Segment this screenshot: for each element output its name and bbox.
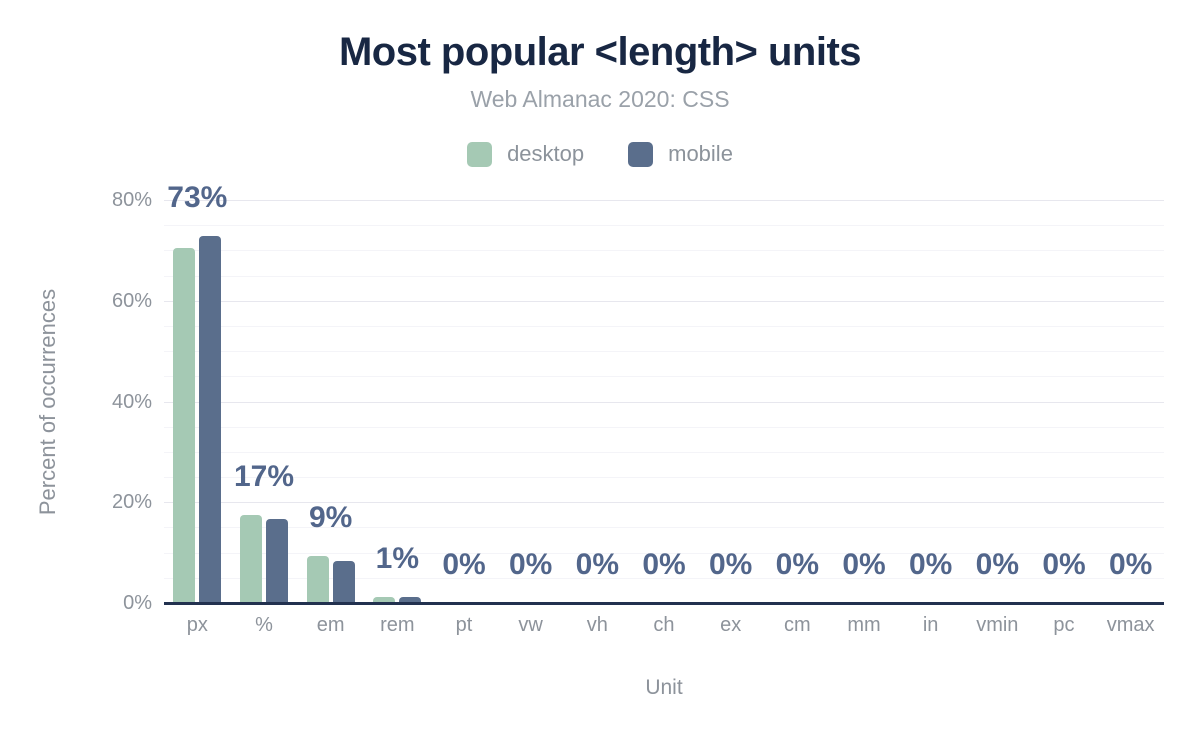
legend-label-desktop: desktop xyxy=(507,141,585,166)
bar-mobile-px xyxy=(199,236,222,603)
x-axis-tick-label-vmax: vmax xyxy=(1106,614,1155,636)
x-axis-tick-label-pc: pc xyxy=(1053,614,1075,636)
gridline-major xyxy=(164,300,1164,302)
bar-desktop-em xyxy=(306,556,329,603)
bar-value-label-pt: 0% xyxy=(442,548,486,581)
gridline-minor xyxy=(164,477,1164,479)
gridline-minor xyxy=(164,376,1164,378)
legend-item-desktop: desktop xyxy=(467,141,584,167)
x-axis-line xyxy=(164,602,1164,605)
y-axis-tick-label: 20% xyxy=(111,491,152,514)
y-axis-title: Percent of occurrences xyxy=(35,288,60,516)
legend-item-mobile: mobile xyxy=(628,141,733,167)
gridline-minor xyxy=(164,451,1164,453)
gridline-minor xyxy=(164,250,1164,252)
gridline-minor xyxy=(164,351,1164,353)
x-axis-tick-label-ch: ch xyxy=(653,614,675,636)
bar-value-label-vmax: 0% xyxy=(1108,548,1153,581)
bar-mobile-em xyxy=(332,561,355,603)
y-axis-tick-label: 40% xyxy=(111,390,152,413)
x-axis-tick-label-pt: pt xyxy=(455,614,473,636)
bar-value-label-mm: 0% xyxy=(842,548,886,581)
y-axis-tick-label: 0% xyxy=(123,592,152,614)
gridline-minor xyxy=(164,577,1164,579)
gridline-major xyxy=(164,200,1164,201)
x-axis-title: Unit xyxy=(645,676,683,699)
bar-value-label-%: 17% xyxy=(233,460,295,493)
gridline-minor xyxy=(164,527,1164,529)
x-axis-tick-label-mm: mm xyxy=(847,614,881,636)
legend-label-mobile: mobile xyxy=(668,141,733,166)
bar-value-label-vw: 0% xyxy=(508,548,553,581)
legend: desktop mobile xyxy=(0,141,1200,167)
bar-value-label-pc: 0% xyxy=(1042,548,1086,581)
bar-mobile-% xyxy=(266,519,288,603)
x-axis-tick-label-px: px xyxy=(186,614,208,636)
bar-mobile-rem xyxy=(399,597,422,603)
gridline-major xyxy=(164,502,1164,504)
bar-desktop-% xyxy=(240,515,262,603)
chart-subtitle: Web Almanac 2020: CSS xyxy=(470,86,730,112)
x-axis-tick-label-cm: cm xyxy=(783,614,811,636)
y-axis-tick-label: 80% xyxy=(111,189,152,211)
bar-value-label-px: 73% xyxy=(167,181,228,214)
gridline-minor xyxy=(164,552,1164,554)
gridline-minor xyxy=(164,426,1164,428)
bar-value-label-ch: 0% xyxy=(642,548,686,581)
x-axis-tick-label-vw: vw xyxy=(518,614,543,636)
gridline-minor xyxy=(164,325,1164,327)
x-axis-tick-label-ex: ex xyxy=(720,614,742,636)
x-axis-tick-label-vmin: vmin xyxy=(976,614,1019,636)
x-axis-tick-label-vh: vh xyxy=(586,614,608,636)
gridline-major xyxy=(164,401,1164,403)
bar-value-label-vh: 0% xyxy=(575,548,619,581)
bar-value-label-cm: 0% xyxy=(775,548,819,581)
bar-value-label-ex: 0% xyxy=(708,548,753,581)
x-axis-tick-label-in: in xyxy=(922,614,939,636)
y-axis-tick-label: 60% xyxy=(111,289,152,312)
bar-value-label-vmin: 0% xyxy=(975,548,1019,581)
legend-swatch-mobile xyxy=(628,141,654,167)
legend-swatch-desktop xyxy=(467,141,493,167)
bar-value-label-em: 9% xyxy=(308,501,353,534)
x-axis-tick-label-rem: rem xyxy=(380,614,415,636)
bar-desktop-rem xyxy=(373,597,396,603)
bar-desktop-px xyxy=(173,248,196,603)
bar-value-label-rem: 1% xyxy=(375,542,419,575)
gridline-minor xyxy=(164,275,1164,277)
bar-value-label-in: 0% xyxy=(908,548,953,581)
x-axis-tick-label-em: em xyxy=(316,614,345,636)
chart-title: Most popular <length> units xyxy=(338,30,862,74)
x-axis-tick-label-%: % xyxy=(255,614,273,636)
gridline-minor xyxy=(164,225,1164,227)
